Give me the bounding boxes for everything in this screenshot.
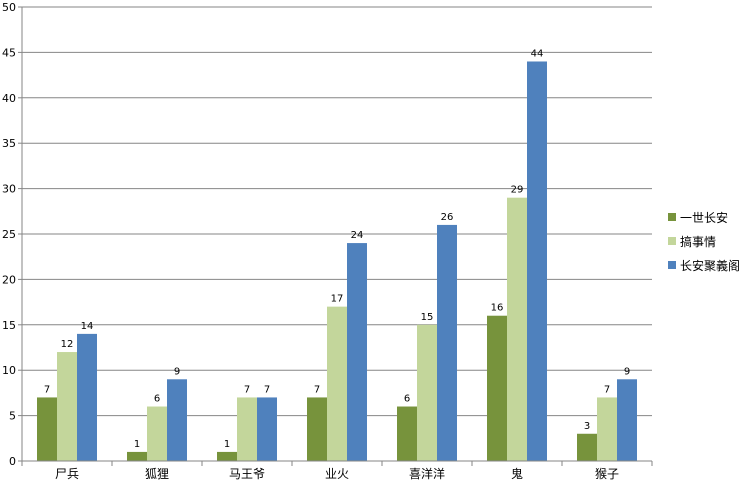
data-label: 7 <box>44 384 50 395</box>
legend-swatch <box>668 237 676 245</box>
y-tick-label: 35 <box>2 137 16 150</box>
legend-swatch <box>668 261 676 269</box>
y-axis-ticks: 0 5 10 15 20 25 30 35 40 45 50 <box>2 1 22 468</box>
y-tick-label: 30 <box>2 183 16 196</box>
data-label: 9 <box>174 366 180 377</box>
y-tick-label: 0 <box>9 455 16 468</box>
data-label: 7 <box>314 384 320 395</box>
bar <box>397 406 417 461</box>
bar <box>577 433 597 461</box>
x-category-label: 鬼 <box>511 466 523 481</box>
data-label: 9 <box>624 366 630 377</box>
x-category-label: 猴子 <box>595 467 619 481</box>
y-tick-label: 5 <box>9 410 16 423</box>
legend-label: 长安聚義阁 <box>680 258 740 273</box>
data-label: 1 <box>134 439 140 450</box>
y-tick-label: 25 <box>2 228 16 241</box>
gridlines <box>22 6 652 462</box>
data-label: 15 <box>421 312 434 323</box>
y-tick-label: 45 <box>2 46 16 59</box>
x-category-label: 业火 <box>325 467 349 481</box>
data-label: 24 <box>351 230 364 241</box>
y-tick-label: 20 <box>2 273 16 286</box>
bar <box>327 306 347 461</box>
bar <box>437 224 457 461</box>
data-label: 12 <box>61 339 74 350</box>
data-label: 7 <box>264 384 270 395</box>
x-category-label: 狐狸 <box>145 467 169 481</box>
bar <box>507 197 527 461</box>
y-tick-label: 50 <box>2 1 16 14</box>
legend-label: 一世长安 <box>680 210 728 225</box>
data-label: 3 <box>584 421 590 432</box>
data-label: 7 <box>244 384 250 395</box>
bar <box>167 379 187 461</box>
bars <box>37 61 637 461</box>
x-category-label: 喜洋洋 <box>409 466 445 481</box>
y-tick-label: 40 <box>2 92 16 105</box>
data-label: 26 <box>441 212 454 223</box>
bar <box>617 379 637 461</box>
legend-label: 搞事情 <box>680 234 716 249</box>
bar <box>527 61 547 461</box>
data-label: 44 <box>531 48 544 59</box>
bar <box>217 451 237 461</box>
bar <box>417 324 437 461</box>
data-label: 1 <box>224 439 230 450</box>
data-label: 6 <box>154 394 160 405</box>
data-label: 7 <box>604 384 610 395</box>
bar <box>257 397 277 461</box>
x-category-label: 马王爷 <box>229 467 265 481</box>
x-category-label: 尸兵 <box>55 467 79 481</box>
data-label: 17 <box>331 294 344 305</box>
data-label: 6 <box>404 394 410 405</box>
x-axis: 尸兵 狐狸 马王爷 业火 喜洋洋 鬼 猴子 <box>21 7 653 481</box>
bar <box>147 406 167 461</box>
y-tick-label: 15 <box>2 319 16 332</box>
bar <box>487 315 507 461</box>
data-label: 14 <box>81 321 94 332</box>
bar <box>37 397 57 461</box>
data-label: 16 <box>491 303 504 314</box>
data-label: 29 <box>511 185 524 196</box>
bar <box>77 333 97 461</box>
bar <box>347 243 367 461</box>
bar <box>237 397 257 461</box>
bar <box>57 352 77 461</box>
y-tick-label: 10 <box>2 364 16 377</box>
bar <box>597 397 617 461</box>
legend-swatch <box>668 213 676 221</box>
bar <box>307 397 327 461</box>
bar <box>127 451 147 461</box>
